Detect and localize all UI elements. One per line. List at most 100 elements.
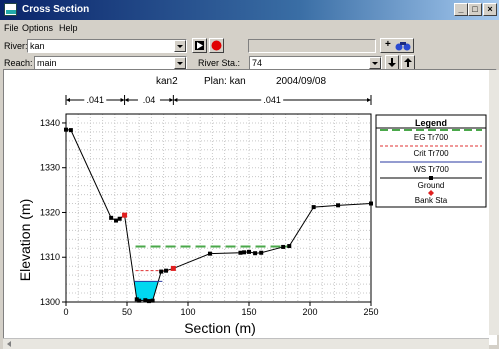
legend-item-ws: WS Tr700 (413, 165, 449, 174)
legend-title: Legend (415, 118, 447, 128)
x-tick-label: 0 (63, 307, 68, 317)
y-tick-label: 1320 (40, 207, 60, 217)
close-button[interactable]: × (483, 3, 497, 16)
legend-marker-ground (429, 176, 433, 180)
legend-item-eg: EG Tr700 (414, 133, 449, 142)
ground-point (336, 203, 341, 208)
water-fill (134, 281, 159, 302)
ground-point (238, 250, 243, 255)
ground-point (369, 201, 373, 206)
manning-label-bg (261, 94, 284, 105)
legend-item-bank: Bank Sta (415, 196, 448, 205)
title-bar[interactable]: Cross Section _ □ × (0, 0, 499, 20)
y-axis-label: Elevation (m) (17, 199, 33, 281)
manning-n-label: .04 (143, 95, 156, 105)
legend-marker-bank (428, 190, 434, 196)
play-button[interactable] (192, 38, 207, 53)
ground-point (311, 205, 316, 210)
profile-field[interactable] (248, 39, 376, 53)
ground-point (281, 244, 286, 249)
manning-arrow-left (173, 98, 178, 102)
ground-point (146, 299, 151, 304)
ground-point (253, 251, 258, 256)
chevron-down-icon[interactable] (174, 57, 186, 69)
ground-point (150, 298, 155, 303)
x-axis-label: Section (m) (184, 320, 256, 336)
river-select[interactable]: kan (27, 39, 187, 53)
horizontal-scrollbar[interactable] (3, 338, 489, 349)
ground-point (164, 268, 169, 273)
scroll-left-icon[interactable] (4, 339, 14, 349)
manning-arrow-right (169, 98, 174, 102)
manning-arrow-right (367, 98, 371, 102)
x-tick-label: 100 (180, 307, 195, 317)
reach-value: main (37, 58, 57, 68)
ground-point (159, 269, 164, 274)
manning-n-label: .041 (263, 95, 281, 105)
x-tick-label: 150 (241, 307, 256, 317)
y-tick-label: 1300 (40, 297, 60, 307)
menu-file[interactable]: File (4, 23, 19, 33)
y-tick-label: 1340 (40, 118, 60, 128)
cross-section-chart: kan2 Plan: kan 2004/09/08 Elevation (m) … (17, 76, 487, 336)
river-sta-select[interactable]: 74 (249, 56, 382, 70)
maximize-button[interactable]: □ (468, 3, 482, 16)
plus-icon: + (385, 39, 391, 50)
window-title: Cross Section (22, 4, 90, 15)
ground-point (114, 218, 119, 223)
chevron-down-icon[interactable] (174, 40, 186, 52)
river-sta-value: 74 (252, 58, 263, 68)
plot-header-plan: Plan: kan (204, 76, 246, 87)
legend-item-crit: Crit Tr700 (413, 149, 449, 158)
manning-arrow-left (66, 98, 70, 102)
play-icon (195, 41, 204, 50)
manning-arrow-left (124, 98, 129, 102)
legend: Legend EG Tr700 Crit Tr700 WS Tr700 Grou… (375, 114, 487, 208)
ground-point (137, 298, 142, 303)
arrow-down-icon (388, 58, 396, 67)
x-tick-label: 200 (302, 307, 317, 317)
plot-panel: kan2 Plan: kan 2004/09/08 Elevation (m) … (3, 69, 497, 345)
record-button[interactable] (209, 38, 224, 53)
chevron-down-icon[interactable] (369, 57, 381, 69)
ground-point (117, 216, 122, 221)
reach-select[interactable]: main (34, 56, 187, 70)
plot-frame (65, 113, 372, 303)
app-icon (4, 3, 17, 16)
ground-point (247, 249, 251, 254)
x-tick-label: 250 (363, 307, 378, 317)
record-icon (211, 40, 222, 51)
ground-point (287, 244, 292, 249)
bank-station-point (170, 265, 176, 271)
manning-arrow-right (120, 98, 125, 102)
binoculars-icon (395, 42, 411, 51)
reach-label: Reach: (4, 58, 33, 68)
ground-point (109, 215, 114, 220)
menu-help[interactable]: Help (59, 23, 78, 33)
add-button[interactable]: + (380, 38, 414, 53)
manning-n-label: .041 (87, 95, 105, 105)
bank-station-point (122, 212, 128, 218)
ground-point (68, 128, 73, 133)
river-label: River: (4, 41, 28, 51)
minimize-button[interactable]: _ (454, 3, 468, 16)
prev-station-button[interactable] (401, 55, 415, 70)
vertical-scrollbar[interactable] (489, 70, 499, 335)
menu-options[interactable]: Options (22, 23, 54, 33)
manning-label-bg (84, 94, 107, 105)
plot-header-date: 2004/09/08 (276, 76, 326, 87)
ground-point (259, 250, 264, 255)
ground-point (242, 250, 247, 255)
ground-point (143, 298, 148, 303)
manning-label-bg (137, 94, 160, 105)
ground-point (207, 251, 212, 256)
plot-header-river: kan2 (156, 76, 178, 87)
y-tick-label: 1310 (40, 252, 60, 262)
x-tick-label: 50 (122, 307, 132, 317)
ground-point (64, 127, 68, 132)
next-station-button[interactable] (385, 55, 399, 70)
legend-item-ground: Ground (418, 181, 445, 190)
y-tick-label: 1330 (40, 163, 60, 173)
menu-bar: File Options Help (0, 22, 499, 36)
